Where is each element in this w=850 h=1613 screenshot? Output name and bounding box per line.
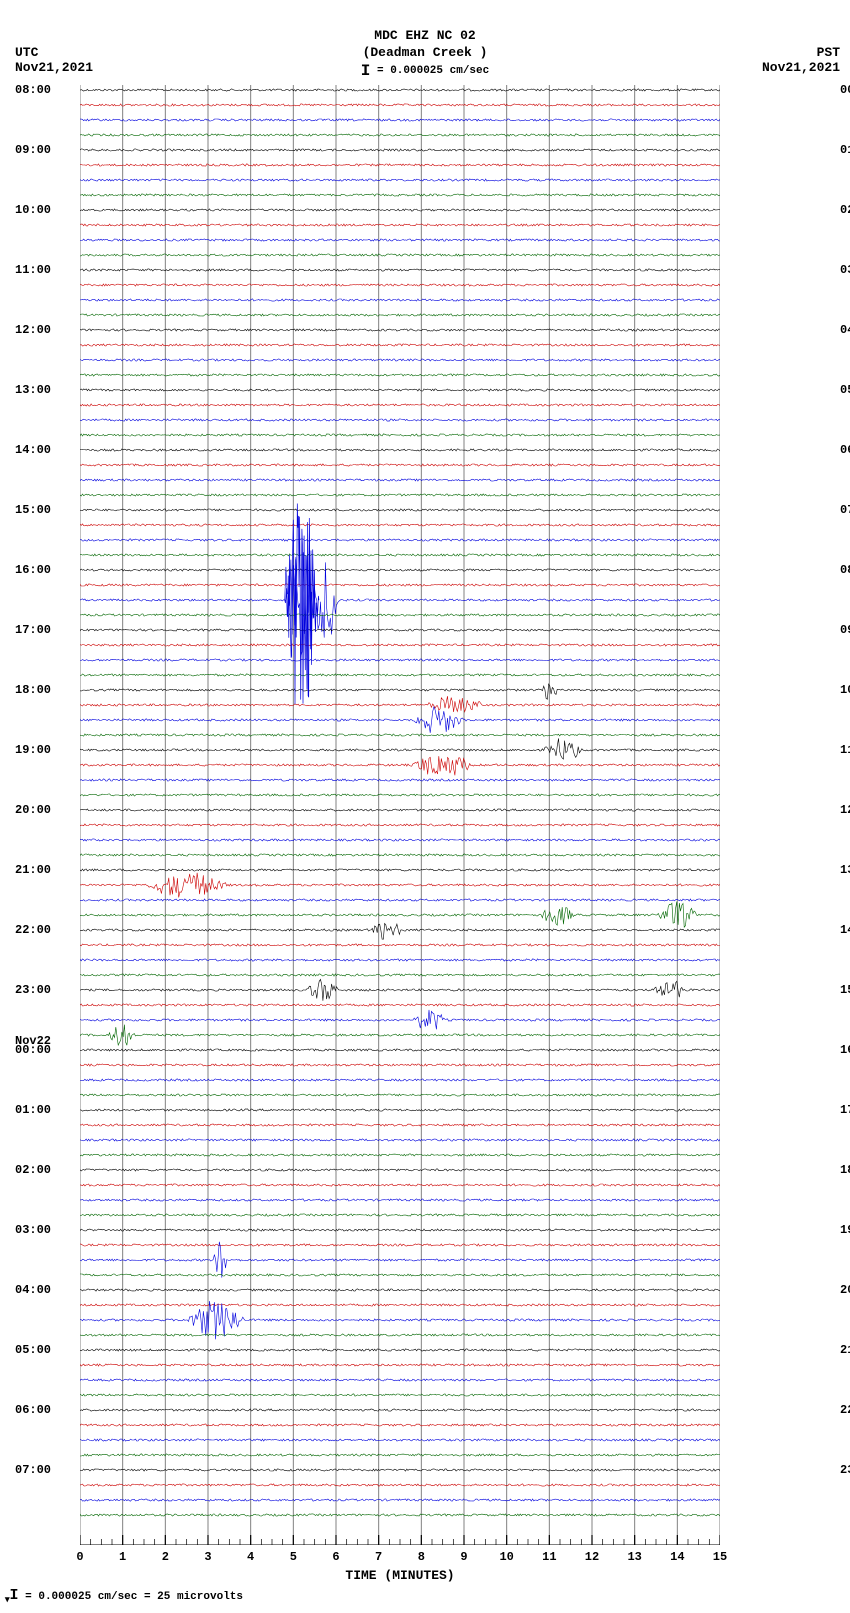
y-right-label: 16:15 <box>840 1043 850 1057</box>
x-tick: 0 <box>76 1550 83 1564</box>
seismogram-plot <box>80 85 720 1545</box>
x-tick: 1 <box>119 1550 126 1564</box>
y-right-label: 07:15 <box>840 503 850 517</box>
y-left-label: 23:00 <box>15 983 51 997</box>
x-tick: 6 <box>332 1550 339 1564</box>
y-left-label: 22:00 <box>15 923 51 937</box>
y-left-label: 14:00 <box>15 443 51 457</box>
y-left-label: 21:00 <box>15 863 51 877</box>
x-tick: 2 <box>162 1550 169 1564</box>
x-tick: 3 <box>204 1550 211 1564</box>
footer-scale: ▾I = 0.000025 cm/sec = 25 microvolts <box>5 1587 243 1605</box>
y-left-label: 06:00 <box>15 1403 51 1417</box>
y-right-label: 01:15 <box>840 143 850 157</box>
date-left: Nov21,2021 <box>15 60 93 75</box>
y-right-label: 03:15 <box>840 263 850 277</box>
y-left-label: 13:00 <box>15 383 51 397</box>
x-tick: 5 <box>290 1550 297 1564</box>
x-axis-label: TIME (MINUTES) <box>345 1568 454 1583</box>
y-left-label: 03:00 <box>15 1223 51 1237</box>
y-right-label: 02:15 <box>840 203 850 217</box>
y-left-label: 17:00 <box>15 623 51 637</box>
date-right: Nov21,2021 <box>762 60 840 75</box>
y-left-label: 01:00 <box>15 1103 51 1117</box>
x-tick: 7 <box>375 1550 382 1564</box>
y-left-label: 12:00 <box>15 323 51 337</box>
x-tick: 4 <box>247 1550 254 1564</box>
y-left-label: 07:00 <box>15 1463 51 1477</box>
y-left-label: 08:00 <box>15 83 51 97</box>
footer-text: = 0.000025 cm/sec = 25 microvolts <box>25 1591 243 1603</box>
y-right-label: 09:15 <box>840 623 850 637</box>
title-line2: (Deadman Creek ) <box>0 45 850 62</box>
y-right-label: 21:15 <box>840 1343 850 1357</box>
y-right-label: 15:15 <box>840 983 850 997</box>
y-right-label: 00:15 <box>840 83 850 97</box>
y-right-label: 12:15 <box>840 803 850 817</box>
tz-right: PST <box>817 45 840 60</box>
y-left-label: 19:00 <box>15 743 51 757</box>
y-right-label: 17:15 <box>840 1103 850 1117</box>
chart-title: MDC EHZ NC 02 (Deadman Creek ) <box>0 28 850 62</box>
y-left-label: 15:00 <box>15 503 51 517</box>
y-right-label: 22:15 <box>840 1403 850 1417</box>
y-right-label: 11:15 <box>840 743 850 757</box>
y-right-label: 04:15 <box>840 323 850 337</box>
y-right-label: 20:15 <box>840 1283 850 1297</box>
y-right-label: 14:15 <box>840 923 850 937</box>
scale-bar-text: = 0.000025 cm/sec <box>377 65 489 77</box>
y-left-label: 18:00 <box>15 683 51 697</box>
x-tick: 8 <box>418 1550 425 1564</box>
y-left-label: 04:00 <box>15 1283 51 1297</box>
title-line1: MDC EHZ NC 02 <box>0 28 850 45</box>
y-right-label: 23:15 <box>840 1463 850 1477</box>
x-tick: 10 <box>499 1550 513 1564</box>
y-right-label: 10:15 <box>840 683 850 697</box>
y-left-label: 05:00 <box>15 1343 51 1357</box>
x-tick: 14 <box>670 1550 684 1564</box>
y-left-label: 02:00 <box>15 1163 51 1177</box>
x-tick: 12 <box>585 1550 599 1564</box>
y-left-label: 09:00 <box>15 143 51 157</box>
y-right-label: 18:15 <box>840 1163 850 1177</box>
x-tick: 11 <box>542 1550 556 1564</box>
tz-left: UTC <box>15 45 38 60</box>
y-right-label: 19:15 <box>840 1223 850 1237</box>
y-left-label: 16:00 <box>15 563 51 577</box>
scale-bar: I = 0.000025 cm/sec <box>361 62 489 80</box>
y-left-label: 11:00 <box>15 263 51 277</box>
x-tick: 13 <box>627 1550 641 1564</box>
y-right-label: 08:15 <box>840 563 850 577</box>
y-right-label: 05:15 <box>840 383 850 397</box>
y-right-label: 13:15 <box>840 863 850 877</box>
x-tick: 9 <box>460 1550 467 1564</box>
x-tick: 15 <box>713 1550 727 1564</box>
y-left-label: 00:00 <box>15 1043 51 1057</box>
y-right-label: 06:15 <box>840 443 850 457</box>
y-left-label: 10:00 <box>15 203 51 217</box>
y-left-label: 20:00 <box>15 803 51 817</box>
